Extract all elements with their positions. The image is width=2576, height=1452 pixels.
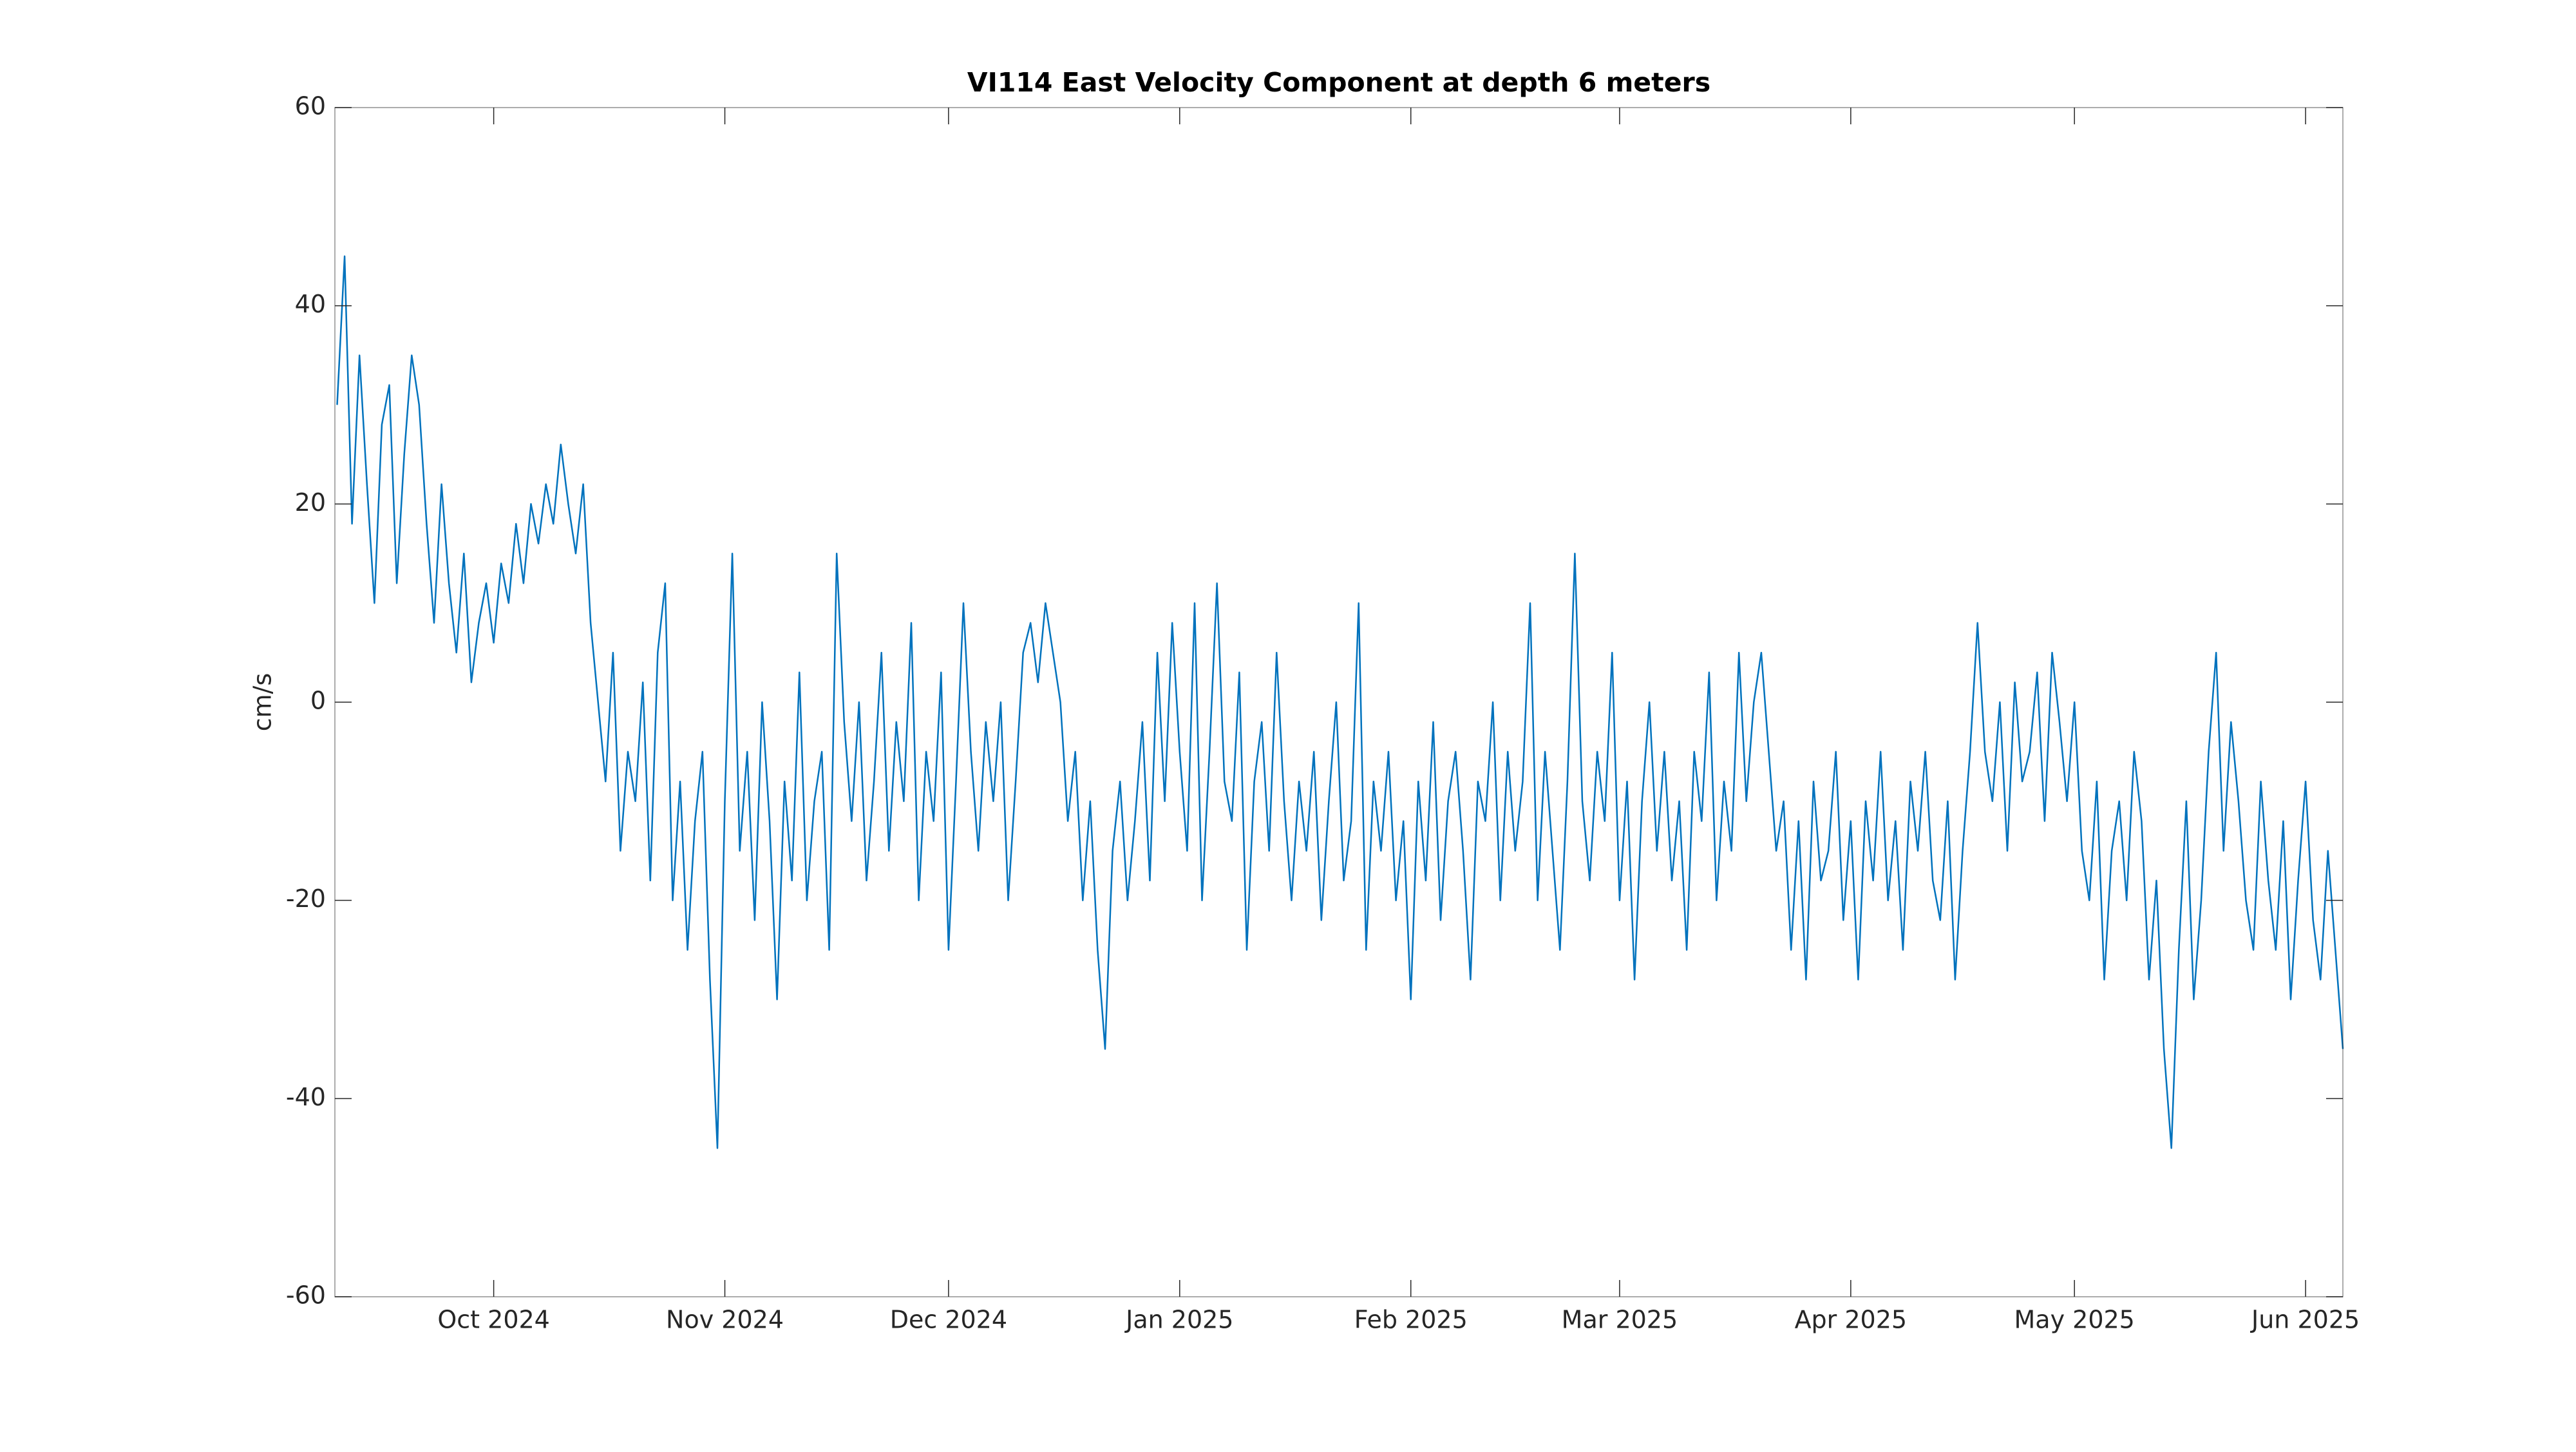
- x-tick-label: Oct 2024: [437, 1306, 550, 1334]
- chart-title: VI114 East Velocity Component at depth 6…: [967, 67, 1710, 98]
- y-tick-label: -60: [286, 1281, 326, 1310]
- y-axis-label: cm/s: [249, 673, 277, 732]
- x-tick-label: Jun 2025: [2250, 1306, 2360, 1334]
- x-tick-label: Nov 2024: [666, 1306, 784, 1334]
- x-tick-label: Apr 2025: [1795, 1306, 1908, 1334]
- y-tick-label: 20: [295, 488, 326, 517]
- y-tick-label: 60: [295, 92, 326, 120]
- x-tick-label: May 2025: [2014, 1306, 2135, 1334]
- x-tick-label: Dec 2024: [890, 1306, 1007, 1334]
- y-tick-label: -40: [286, 1083, 326, 1111]
- x-tick-label: Mar 2025: [1562, 1306, 1678, 1334]
- y-tick-label: 40: [295, 290, 326, 318]
- y-tick-label: -20: [286, 884, 326, 913]
- data-line: [336, 255, 2344, 1149]
- x-tick-label: Feb 2025: [1354, 1306, 1468, 1334]
- y-tick-label: 0: [310, 687, 326, 715]
- x-tick-label: Jan 2025: [1124, 1306, 1233, 1334]
- axes-box: [334, 107, 2344, 1297]
